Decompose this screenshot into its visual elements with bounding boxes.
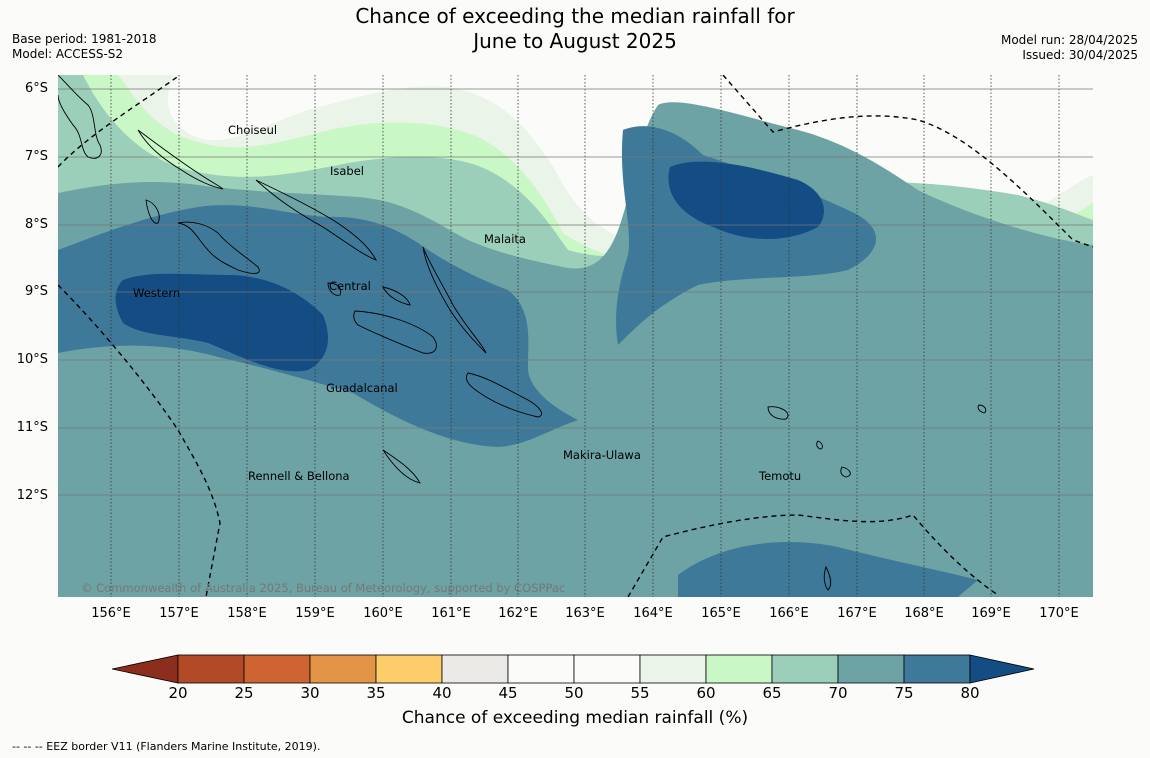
colorbar-tick-30: 30	[300, 684, 320, 702]
lon-label-167e: 167°E	[837, 606, 877, 621]
place-malaita: Malaita	[484, 232, 526, 246]
colorbar-title: Chance of exceeding median rainfall (%)	[401, 708, 749, 728]
copyright-text: © Commonwealth of Australia 2025, Bureau…	[81, 581, 565, 595]
colorbar-segment-40-45	[441, 654, 509, 684]
rainfall-map: Choiseul Isabel Malaita Western Central …	[58, 75, 1093, 597]
title-line-2: June to August 2025	[473, 29, 677, 53]
place-temotu: Temotu	[758, 469, 801, 483]
lat-label-12s: 12°S	[16, 488, 48, 503]
lon-label-166e: 166°E	[769, 606, 809, 621]
model-text: Model: ACCESS-S2	[12, 47, 124, 61]
contour-above-80	[115, 161, 824, 372]
lon-label-161e: 161°E	[431, 606, 471, 621]
colorbar-tick-35: 35	[366, 684, 386, 702]
issued-text: Issued: 30/04/2025	[1022, 48, 1138, 62]
colorbar-segment-25-30	[243, 654, 311, 684]
lat-label-9s: 9°S	[24, 284, 48, 299]
colorbar-tick-65: 65	[762, 684, 782, 702]
colorbar-tick-55: 55	[630, 684, 650, 702]
colorbar-segment-35-40	[375, 654, 443, 684]
colorbar-tick-80: 80	[960, 684, 980, 702]
place-western: Western	[133, 286, 180, 300]
colorbar-segment-70-75	[837, 654, 905, 684]
lon-label-163e: 163°E	[565, 606, 605, 621]
place-isabel: Isabel	[330, 164, 364, 178]
lat-label-6s: 6°S	[24, 81, 48, 96]
lon-label-157e: 157°E	[159, 606, 199, 621]
lon-label-162e: 162°E	[498, 606, 538, 621]
lat-label-11s: 11°S	[16, 420, 48, 435]
lon-label-164e: 164°E	[633, 606, 673, 621]
lat-label-10s: 10°S	[16, 352, 48, 367]
latitude-gridlines	[58, 88, 1093, 496]
colorbar-segment-20-25	[177, 654, 245, 684]
lat-label-7s: 7°S	[24, 149, 48, 164]
lon-label-170e: 170°E	[1039, 606, 1079, 621]
place-choiseul: Choiseul	[228, 123, 277, 137]
place-makira-ulawa: Makira-Ulawa	[563, 448, 641, 462]
eez-borders	[58, 75, 1093, 597]
colorbar-segment-above-80	[969, 654, 1035, 684]
colorbar-tick-50: 50	[564, 684, 584, 702]
lon-label-158e: 158°E	[227, 606, 267, 621]
lon-label-156e: 156°E	[91, 606, 131, 621]
colorbar-tick-40: 40	[432, 684, 452, 702]
model-run-text: Model run: 28/04/2025	[1000, 33, 1138, 47]
colorbar-segment-75-80	[903, 654, 971, 684]
place-guadalcanal: Guadalcanal	[326, 381, 398, 395]
longitude-gridlines	[110, 75, 1060, 597]
colorbar-tick-75: 75	[894, 684, 914, 702]
title-line-1: Chance of exceeding the median rainfall …	[355, 4, 795, 28]
lon-label-168e: 168°E	[904, 606, 944, 621]
chart-title: Chance of exceeding the median rainfall …	[0, 4, 1150, 54]
place-central: Central	[329, 279, 371, 293]
place-rennell-bellona: Rennell & Bellona	[248, 469, 350, 483]
colorbar-segment-below-20	[112, 654, 179, 684]
lat-label-8s: 8°S	[24, 217, 48, 232]
islands	[58, 75, 987, 591]
colorbar-tick-60: 60	[696, 684, 716, 702]
colorbar-segment-30-35	[309, 654, 377, 684]
colorbar-tick-25: 25	[234, 684, 254, 702]
base-period-text: Base period: 1981-2018	[12, 32, 157, 46]
colorbar-segment-65-70	[771, 654, 839, 684]
colorbar-segment-45-50	[507, 654, 575, 684]
meta-right: Model run: 28/04/2025 Issued: 30/04/2025	[1001, 33, 1138, 63]
colorbar	[112, 654, 1035, 684]
colorbar-segment-55-60	[639, 654, 707, 684]
colorbar-tick-45: 45	[498, 684, 518, 702]
meta-left: Base period: 1981-2018 Model: ACCESS-S2	[12, 32, 157, 62]
lon-label-159e: 159°E	[295, 606, 335, 621]
lon-label-160e: 160°E	[363, 606, 403, 621]
eez-legend-note: -- -- -- EEZ border V11 (Flanders Marine…	[12, 740, 321, 753]
colorbar-tick-70: 70	[828, 684, 848, 702]
lon-label-165e: 165°E	[701, 606, 741, 621]
colorbar-segment-60-65	[705, 654, 773, 684]
lon-label-169e: 169°E	[971, 606, 1011, 621]
colorbar-tick-20: 20	[168, 684, 188, 702]
contour-75-80	[58, 126, 978, 597]
colorbar-segment-50-55	[573, 654, 641, 684]
